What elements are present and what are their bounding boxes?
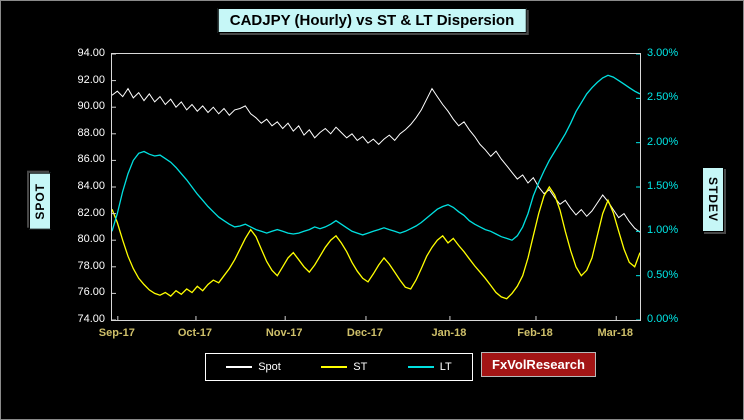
right-axis-tick-label: 2.00% xyxy=(647,135,679,148)
x-axis-month-label: Oct-17 xyxy=(177,327,213,339)
right-axis-tick-label: 1.50% xyxy=(647,180,679,192)
left-axis-tick-label: 80.00 xyxy=(77,233,105,246)
plot-area xyxy=(111,53,641,321)
series-line-spot xyxy=(112,87,640,233)
plot-svg xyxy=(112,54,640,320)
right-axis-tick-label: 2.50% xyxy=(647,91,679,104)
st-line-sample-icon xyxy=(321,366,348,368)
legend-item-st: ST xyxy=(321,361,367,373)
right-axis-label: STDEV xyxy=(702,167,724,233)
left-axis-tick-label: 90.00 xyxy=(77,100,105,113)
watermark-badge: FxVolResearch xyxy=(481,352,596,377)
series-line-lt xyxy=(112,74,640,241)
left-axis-tick-label: 74.00 xyxy=(77,313,105,325)
legend-item-lt: LT xyxy=(407,361,452,373)
x-axis-month-label: Feb-18 xyxy=(517,327,553,339)
left-axis-label: SPOT xyxy=(29,173,51,230)
left-axis-tick-label: 86.00 xyxy=(77,153,105,166)
left-axis-tick-label: 82.00 xyxy=(77,206,105,219)
left-axis-tick-label: 84.00 xyxy=(77,180,105,192)
series-line-st xyxy=(112,185,640,300)
chart-title: CADJPY (Hourly) vs ST & LT Dispersion xyxy=(217,8,527,33)
legend-item-spot: Spot xyxy=(226,361,281,373)
left-axis-tick-label: 78.00 xyxy=(77,259,105,272)
left-axis-tick-label: 94.00 xyxy=(77,47,105,59)
x-axis-month-label: Mar-18 xyxy=(597,327,633,339)
x-axis-month-label: Jan-18 xyxy=(431,327,467,339)
right-axis-tick-label: 3.00% xyxy=(647,47,679,59)
legend-label-st: ST xyxy=(353,361,368,373)
left-axis-tick-label: 88.00 xyxy=(77,126,105,139)
legend-label-spot: Spot xyxy=(258,361,281,373)
x-axis-month-label: Sep-17 xyxy=(98,327,135,339)
left-axis-tick-label: 76.00 xyxy=(77,286,105,299)
lt-line-sample-icon xyxy=(407,366,434,368)
right-axis-tick-label: 0.00% xyxy=(647,313,679,325)
right-axis-tick-label: 0.50% xyxy=(647,268,679,281)
x-axis-month-label: Nov-17 xyxy=(265,327,303,339)
spot-line-sample-icon xyxy=(226,366,253,368)
legend: Spot ST LT xyxy=(205,353,473,381)
legend-label-lt: LT xyxy=(439,361,452,373)
left-axis-tick-label: 92.00 xyxy=(77,73,105,86)
x-axis-month-label: Dec-17 xyxy=(346,327,383,339)
right-axis-tick-label: 1.00% xyxy=(647,224,679,237)
